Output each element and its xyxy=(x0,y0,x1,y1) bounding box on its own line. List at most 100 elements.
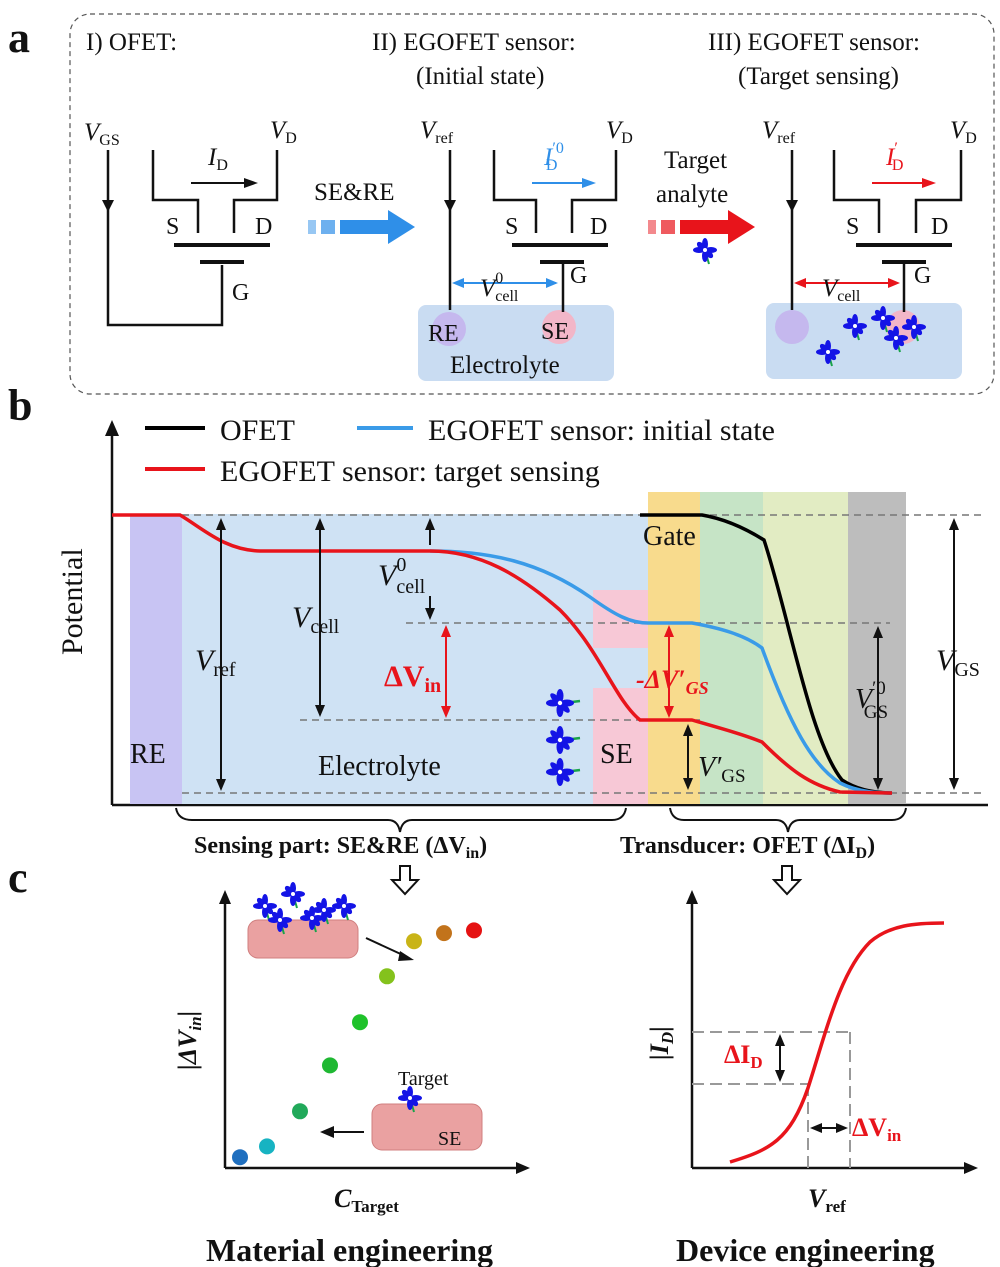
stage3-subtitle: (Target sensing) xyxy=(738,63,899,90)
stage1-vgs: VGS xyxy=(84,119,120,149)
gate-region xyxy=(648,492,700,804)
delta-id-arrowhead-down xyxy=(775,1070,785,1082)
left-x-label: CTarget xyxy=(334,1184,399,1216)
scatter-point xyxy=(322,1057,338,1074)
id-arrowhead xyxy=(244,178,258,188)
stage2-subtitle: (Initial state) xyxy=(416,63,544,90)
electrolyte-region-label: Electrolyte xyxy=(318,751,441,782)
left-plot: |ΔVin| CTarget Target SE xyxy=(173,881,530,1216)
down-arrow-icon xyxy=(771,865,803,896)
right-x-arrowhead xyxy=(964,1162,978,1174)
target-sensing-curve xyxy=(112,513,893,795)
stage1-drain: D xyxy=(255,214,272,240)
right-guides xyxy=(692,1031,851,1168)
stage2-circuit xyxy=(448,150,618,312)
delta-arrows xyxy=(445,632,670,711)
stage2-title: II) EGOFET sensor: xyxy=(372,29,576,56)
panel-b-label: b xyxy=(8,381,32,430)
b-vgs0-label: V′0 GS xyxy=(855,678,888,723)
surface-flower-icon xyxy=(280,881,306,909)
loaded-surface xyxy=(247,919,359,959)
stage3-vref: Vref xyxy=(762,117,796,147)
y-axis-label: Potential xyxy=(56,548,89,655)
stage1-title: I) OFET: xyxy=(86,29,177,56)
left-x-arrowhead xyxy=(516,1162,530,1174)
sensing-brace xyxy=(175,807,627,833)
scatter-point xyxy=(379,968,395,985)
stage3-re-electrode xyxy=(775,310,809,344)
delta-id-arrowhead-up xyxy=(775,1034,785,1046)
stage3-circuit xyxy=(790,150,963,312)
scatter-point xyxy=(232,1149,248,1166)
right-y-arrowhead xyxy=(686,890,698,904)
delta-v-arrowhead-right xyxy=(836,1123,848,1133)
stage1-gate: G xyxy=(232,280,249,306)
stage3-vcell-arrowhead-right xyxy=(888,278,900,288)
target-label-c: Target xyxy=(398,1068,449,1090)
left-y-arrowhead xyxy=(219,890,231,904)
delta-vin-label-c: ΔVin xyxy=(852,1113,902,1145)
se-region-top xyxy=(593,590,648,648)
stage2-re-label: RE xyxy=(428,321,459,347)
se-region-bottom xyxy=(593,688,648,804)
right-x-label: Vref xyxy=(808,1184,846,1216)
delta-v-arrowhead-left xyxy=(810,1123,822,1133)
scatter-point xyxy=(259,1138,275,1155)
b-vgs-label: VGS xyxy=(936,644,980,681)
analyte-flower-icon xyxy=(692,237,718,265)
dielectric-region xyxy=(700,492,763,804)
panel-a-dashed-frame xyxy=(69,13,995,395)
v-arrows xyxy=(220,525,955,784)
b-delta-vin-label: ΔVin xyxy=(384,660,441,697)
delta-id-label: ΔID xyxy=(724,1040,763,1072)
b-vgs-prime-label: V′GS xyxy=(698,752,746,787)
material-caption: Material engineering xyxy=(206,1232,493,1267)
ofet-curve xyxy=(640,513,893,795)
stage2-source: S xyxy=(505,214,518,240)
se-label-c: SE xyxy=(438,1128,461,1150)
transducer-label: Transducer: OFET (ΔID) xyxy=(620,833,875,862)
transfer-curve xyxy=(729,921,945,1164)
stage1-source: S xyxy=(166,214,179,240)
stage3-vref-arrowhead xyxy=(786,200,798,212)
stage2-id-arrowhead xyxy=(582,178,596,188)
stage3-vd: VD xyxy=(950,117,977,147)
left-y-label: |ΔVin| xyxy=(173,1011,205,1070)
stage3-gate: G xyxy=(914,263,931,289)
loaded-pointer xyxy=(365,937,406,957)
stage1-vd: VD xyxy=(270,117,297,147)
stage2-id0: I′0 D xyxy=(543,140,564,174)
loaded-pointer-head xyxy=(398,951,414,961)
stage3-id-prime: I′ D xyxy=(885,140,903,174)
stage3-id-arrowhead xyxy=(922,178,936,188)
target-label: Target xyxy=(664,147,727,174)
v-arrowheads xyxy=(216,518,959,791)
target-analyte-arrow xyxy=(648,210,755,244)
se-re-arrow xyxy=(308,210,415,244)
scatter-point xyxy=(292,1103,308,1120)
b-delta-vgs-label: -ΔV′GS xyxy=(636,665,709,698)
y-axis-arrowhead xyxy=(105,420,119,436)
electrolyte-region xyxy=(182,514,648,804)
b-vcell0-label: V0 cell xyxy=(378,554,426,598)
se-surface xyxy=(371,1103,483,1151)
device-caption: Device engineering xyxy=(676,1232,935,1267)
legend: OFET EGOFET sensor: initial state EGOFET… xyxy=(145,414,775,488)
legend-ofet: OFET xyxy=(220,414,295,447)
se-region-label: SE xyxy=(600,739,633,770)
stage2-re-electrode xyxy=(432,312,466,346)
stage2-gate: G xyxy=(570,263,587,289)
scatter-point xyxy=(352,1014,368,1031)
panel-c: c |ΔVin| CTarget Target xyxy=(8,853,978,1267)
vgs-arrowhead xyxy=(102,200,114,212)
stage3-title: III) EGOFET sensor: xyxy=(708,29,920,56)
stage2-vcell-arrowhead-right xyxy=(546,278,558,288)
analyte-label: analyte xyxy=(656,181,728,208)
stage2-drain: D xyxy=(590,214,607,240)
left-points xyxy=(232,922,482,1166)
re-region-label: RE xyxy=(130,739,166,770)
delta-arrowheads xyxy=(441,625,674,718)
stage3-vcell-arrowhead-left xyxy=(794,278,806,288)
stage3-vcell: Vcell xyxy=(822,275,861,305)
stage2-vd: VD xyxy=(606,117,633,147)
